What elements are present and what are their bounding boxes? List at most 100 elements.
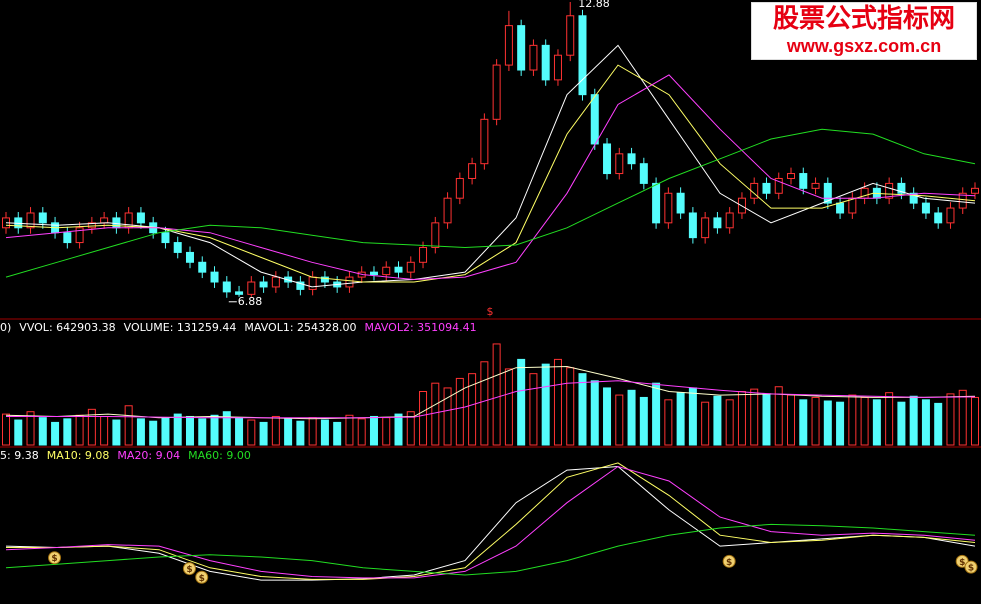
candle-body (627, 153, 636, 165)
ma-line (6, 380, 976, 419)
candle-body (320, 276, 329, 283)
volume-bar (958, 389, 967, 446)
volume-bar (210, 414, 219, 446)
volume-bar (529, 373, 538, 446)
ma-line (5, 44, 976, 288)
candle-body (455, 177, 464, 199)
candle-body (369, 271, 378, 276)
volume-bar (455, 377, 464, 446)
marker-label: $ (487, 305, 494, 318)
candle-body (382, 266, 391, 276)
panel-legend: 5: 9.38 MA10: 9.08 MA20: 9.04 MA60: 9.00 (0, 449, 251, 462)
volume-bar (406, 411, 415, 446)
volume-bar (333, 421, 342, 446)
volume-bar (909, 395, 918, 446)
volume-bar (14, 419, 23, 446)
candle-body (63, 232, 72, 244)
volume-bar (799, 399, 808, 446)
volume-bar (259, 421, 268, 446)
volume-bar (676, 392, 685, 446)
candle-body (946, 207, 955, 224)
volume-bar (320, 419, 329, 446)
candle-body (173, 242, 182, 253)
signal-label: $ (959, 558, 965, 568)
candle-body (394, 266, 403, 273)
candle-body (836, 202, 845, 214)
candle-body (75, 227, 84, 244)
volume-bar (431, 382, 440, 446)
ma-line (6, 462, 976, 580)
volume-bar (443, 387, 452, 446)
legend-entry: MA10: 9.08 (47, 449, 110, 462)
signal-icon (182, 562, 196, 576)
volume-bar (87, 408, 96, 446)
signal-label: $ (186, 565, 192, 575)
legend-entry: VOLUME: 131259.44 (124, 321, 237, 334)
volume-bar (173, 413, 182, 446)
candle-body (676, 192, 685, 214)
volume-bar (161, 417, 170, 446)
candle-body (553, 54, 562, 81)
low-label: 6.88 (238, 295, 262, 308)
candle-body (921, 202, 930, 214)
volume-bar (971, 396, 979, 446)
candle-body (762, 182, 771, 194)
volume-bar (652, 382, 661, 446)
volume-bar (185, 415, 194, 446)
volume-bar (100, 415, 109, 446)
legend-entry: MA20: 9.04 (117, 449, 180, 462)
legend-entry: VVOL: 642903.38 (19, 321, 115, 334)
ma-line (5, 74, 976, 281)
volume-bar (517, 358, 526, 446)
candle-body (529, 44, 538, 71)
volume-bar (382, 417, 391, 446)
ma-line (5, 465, 976, 579)
candle-body (517, 25, 526, 71)
candle-body (87, 222, 96, 229)
watermark-url: www.gsxz.com.cn (786, 36, 942, 56)
signal-icon (195, 570, 209, 584)
legend-entry: 0) (0, 321, 11, 334)
volume-bar (774, 386, 783, 446)
signal-icon (722, 554, 736, 568)
volume-bar (2, 413, 10, 446)
volume-bar (836, 401, 845, 446)
candle-body (725, 212, 734, 229)
ma-line (5, 465, 976, 581)
volume-bar (124, 405, 133, 446)
volume-bar (75, 414, 84, 446)
candle-body (787, 173, 796, 179)
volume-bar (271, 415, 280, 446)
volume-bar (639, 396, 648, 446)
volume-bar (38, 417, 47, 446)
candle-body (664, 192, 673, 224)
ma-line (5, 64, 976, 283)
candle-body (100, 217, 109, 224)
candle-body (799, 173, 808, 189)
candle-body (431, 222, 440, 248)
volume-bar (885, 392, 894, 446)
volume-bar (590, 380, 599, 446)
volume-bar (149, 420, 158, 446)
candle-body (492, 64, 501, 120)
candle-body (934, 212, 943, 224)
volume-bar (296, 420, 305, 446)
volume-bar (357, 418, 366, 446)
volume-bar (566, 367, 575, 446)
volume-bar (615, 394, 624, 446)
candle-body (652, 182, 661, 224)
candle-body (541, 44, 550, 81)
volume-bar (787, 394, 796, 446)
volume-bar (713, 395, 722, 446)
volume-bar (578, 373, 587, 446)
legend-entry: MAVOL1: 254328.00 (244, 321, 356, 334)
volume-bar (492, 343, 501, 446)
volume-bar (701, 401, 710, 446)
volume-bar (345, 414, 354, 446)
candle-body (222, 281, 231, 293)
ma-line (5, 128, 976, 278)
candle-body (504, 25, 513, 66)
candle-body (271, 276, 280, 288)
